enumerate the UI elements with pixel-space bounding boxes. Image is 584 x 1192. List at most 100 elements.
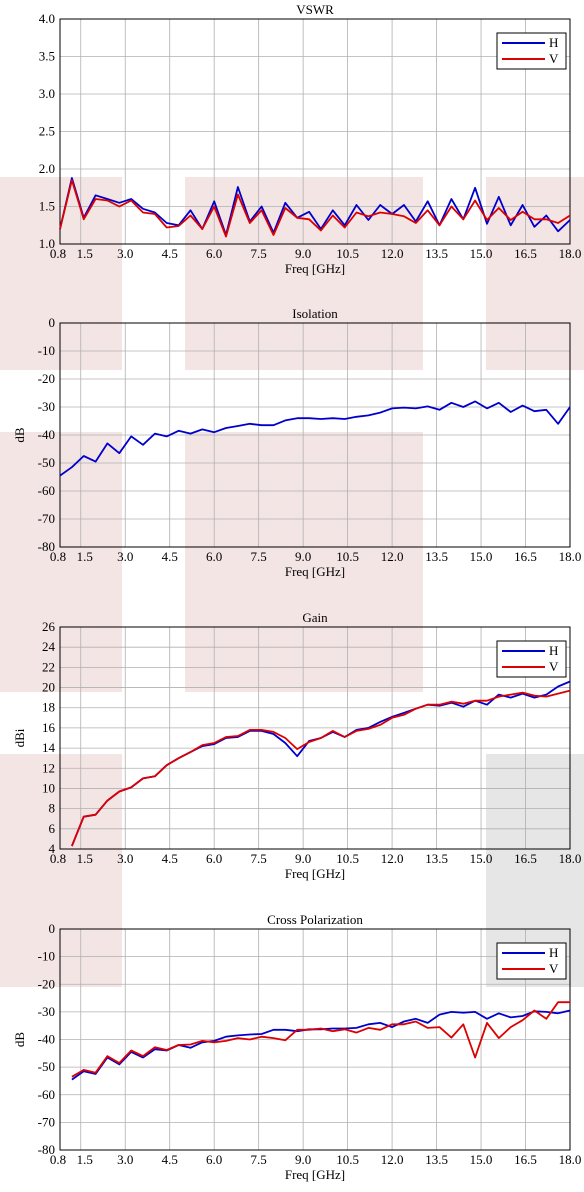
y-tick-label: -80 <box>38 1142 55 1157</box>
plot-frame <box>59 18 571 245</box>
x-tick-label: 10.5 <box>336 549 359 564</box>
x-tick-label: 0.8 <box>50 246 66 261</box>
y-tick-label: -30 <box>38 399 55 414</box>
plot-frame <box>59 626 571 850</box>
y-tick-label: 0 <box>49 921 56 936</box>
series-line-H <box>71 680 571 847</box>
x-tick-label: 10.5 <box>336 851 359 866</box>
x-tick-label: 3.0 <box>117 246 133 261</box>
x-tick-label: 16.5 <box>514 549 537 564</box>
y-tick-label: 4.0 <box>39 11 55 26</box>
x-tick-label: 16.5 <box>514 246 537 261</box>
x-tick-label: 13.5 <box>425 549 448 564</box>
y-axis-label: dBi <box>12 728 27 747</box>
y-tick-label: -50 <box>38 1059 55 1074</box>
chart-3: 0.8 1.5 3.0 4.5 6.0 7.5 9.0 10.5 12.0 13.5 15.0 16.… <box>12 912 581 1182</box>
series-line-H <box>71 1009 571 1081</box>
series-line-V <box>59 179 571 238</box>
x-tick-label: 13.5 <box>425 246 448 261</box>
x-tick-label: 1.5 <box>77 1152 93 1167</box>
x-tick-label: 10.5 <box>336 246 359 261</box>
chart-title: Cross Polarization <box>267 912 363 927</box>
x-tick-label: 18.0 <box>559 1152 582 1167</box>
x-axis-label: Freq [GHz] <box>285 261 345 276</box>
x-tick-label: 18.0 <box>559 851 582 866</box>
legend-label: H <box>549 35 558 50</box>
x-tick-label: 18.0 <box>559 549 582 564</box>
x-tick-label: 16.5 <box>514 1152 537 1167</box>
x-tick-label: 7.5 <box>251 851 267 866</box>
x-tick-label: 9.0 <box>295 246 311 261</box>
legend-box <box>496 640 567 678</box>
legend-label: V <box>549 659 559 674</box>
x-tick-label: 13.5 <box>425 851 448 866</box>
x-tick-label: 0.8 <box>50 851 66 866</box>
chart-2: 0.8 1.5 3.0 4.5 6.0 7.5 9.0 10.5 12.0 13.5 15.0 16.… <box>12 610 581 881</box>
y-tick-label: -50 <box>38 455 55 470</box>
chart-0: 0.8 1.5 3.0 4.5 6.0 7.5 9.0 10.5 12.0 13.5 15.0 16.… <box>39 2 582 276</box>
x-tick-label: 15.0 <box>470 549 493 564</box>
y-tick-label: 16 <box>42 720 56 735</box>
x-tick-label: 4.5 <box>162 851 178 866</box>
x-tick-label: 6.0 <box>206 549 222 564</box>
legend-label: H <box>549 945 558 960</box>
x-tick-label: 9.0 <box>295 1152 311 1167</box>
y-tick-label: -10 <box>38 343 55 358</box>
x-tick-label: 6.0 <box>206 246 222 261</box>
y-tick-label: -80 <box>38 539 55 554</box>
bg-band <box>185 432 423 692</box>
y-tick-label: 20 <box>42 680 55 695</box>
x-tick-label: 0.8 <box>50 549 66 564</box>
legend-label: V <box>549 51 559 66</box>
y-tick-label: -40 <box>38 427 55 442</box>
x-tick-label: 18.0 <box>559 246 582 261</box>
y-tick-label: -30 <box>38 1004 55 1019</box>
chart-1: 0.8 1.5 3.0 4.5 6.0 7.5 9.0 10.5 12.0 13.5 15.0 16.… <box>12 306 581 579</box>
x-tick-label: 4.5 <box>162 246 178 261</box>
y-axis-label: dB <box>12 427 27 443</box>
y-tick-label: 18 <box>42 700 55 715</box>
y-tick-label: 1.0 <box>39 236 55 251</box>
y-tick-label: 0 <box>49 315 56 330</box>
y-tick-label: 4 <box>49 841 56 856</box>
legend-box <box>496 942 567 980</box>
y-tick-label: -70 <box>38 511 55 526</box>
x-tick-label: 9.0 <box>295 549 311 564</box>
series-line-V <box>71 1001 570 1078</box>
y-tick-label: 3.5 <box>39 49 55 64</box>
x-tick-label: 12.0 <box>381 851 404 866</box>
y-tick-label: -10 <box>38 949 55 964</box>
y-tick-label: 22 <box>42 659 55 674</box>
y-tick-label: 12 <box>42 760 55 775</box>
chart-title: VSWR <box>296 2 334 17</box>
x-tick-label: 12.0 <box>381 246 404 261</box>
x-axis-label: Freq [GHz] <box>285 1167 345 1182</box>
bg-band <box>486 177 584 370</box>
x-tick-label: 10.5 <box>336 1152 359 1167</box>
series-line-isolation <box>59 400 571 477</box>
y-tick-label: -20 <box>38 371 55 386</box>
x-tick-label: 7.5 <box>251 1152 267 1167</box>
x-tick-label: 1.5 <box>77 851 93 866</box>
x-axis-label: Freq [GHz] <box>285 564 345 579</box>
x-tick-label: 6.0 <box>206 1152 222 1167</box>
y-tick-label: -20 <box>38 976 55 991</box>
y-axis-label: dB <box>12 1032 27 1048</box>
y-tick-label: -40 <box>38 1032 55 1047</box>
x-tick-label: 0.8 <box>50 1152 66 1167</box>
y-tick-label: 26 <box>42 619 56 634</box>
y-tick-label: 8 <box>49 801 56 816</box>
y-tick-label: 6 <box>49 821 56 836</box>
x-tick-label: 7.5 <box>251 549 267 564</box>
bg-band <box>0 177 122 370</box>
x-tick-label: 12.0 <box>381 549 404 564</box>
x-tick-label: 3.0 <box>117 549 133 564</box>
y-tick-label: 2.0 <box>39 161 55 176</box>
x-tick-label: 4.5 <box>162 1152 178 1167</box>
y-tick-label: -70 <box>38 1114 55 1129</box>
x-axis-label: Freq [GHz] <box>285 866 345 881</box>
x-tick-label: 1.5 <box>77 246 93 261</box>
x-tick-label: 4.5 <box>162 549 178 564</box>
bg-band <box>0 754 122 987</box>
x-tick-label: 6.0 <box>206 851 222 866</box>
